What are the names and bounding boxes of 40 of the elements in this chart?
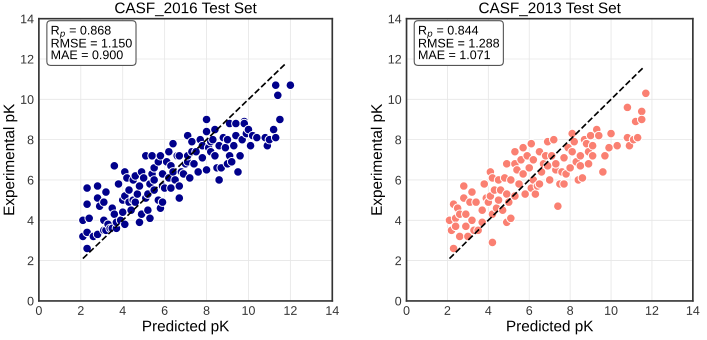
x-tick-label: 2	[444, 306, 450, 315]
x-tick-label: 0	[36, 306, 42, 315]
x-tick-label: 14	[686, 306, 700, 315]
y-tick-label: 0	[395, 296, 402, 306]
y-tick-label: 2	[28, 256, 34, 266]
y-axis-title: Experimental pK	[370, 104, 385, 215]
y-tick-label: 14	[388, 14, 402, 24]
x-tick-label: 10	[242, 306, 255, 315]
x-tick-label: 14	[326, 306, 339, 315]
y-tick-label: 6	[28, 176, 34, 185]
y-tick-label: 10	[388, 95, 402, 104]
y-tick-label: 4	[27, 216, 34, 225]
x-tick-label: 4	[485, 306, 492, 315]
x-tick-label: 6	[162, 306, 168, 315]
y-tick-label: 0	[28, 296, 34, 306]
y-axis-title: Experimental pK	[3, 104, 18, 215]
x-axis-title: Predicted pK	[507, 320, 594, 334]
y-tick-label: 2	[395, 256, 402, 266]
annotation: R$_{p}$ = 0.844 RMSE = 1.288 MAE = 1.071	[419, 26, 500, 60]
x-tick-label: 4	[120, 306, 126, 315]
x-tick-label: 0	[404, 306, 410, 315]
y-tick-label: 8	[28, 135, 34, 144]
y-tick-label: 8	[395, 135, 402, 144]
y-tick-label: 12	[21, 54, 34, 64]
x-tick-label: 10	[605, 306, 618, 315]
x-axis-title: Predicted pK	[143, 320, 230, 334]
x-tick-label: 8	[204, 306, 210, 315]
y-tick-label: 14	[21, 14, 34, 24]
x-tick-label: 8	[567, 306, 574, 315]
x-tick-label: 2	[78, 306, 84, 315]
annotation: R$_{p}$ = 0.868 RMSE = 1.150 MAE = 0.900	[52, 26, 132, 60]
y-tick-label: 10	[21, 95, 34, 104]
x-tick-label: 12	[284, 306, 297, 315]
chart-title: CASF_2016 Test Set	[115, 2, 257, 16]
x-tick-label: 12	[646, 306, 658, 315]
chart-title: CASF_2013 Test Set	[479, 2, 621, 16]
y-tick-label: 4	[395, 216, 402, 225]
y-tick-label: 12	[388, 54, 402, 64]
x-tick-label: 6	[526, 306, 532, 315]
y-tick-label: 6	[395, 176, 402, 185]
